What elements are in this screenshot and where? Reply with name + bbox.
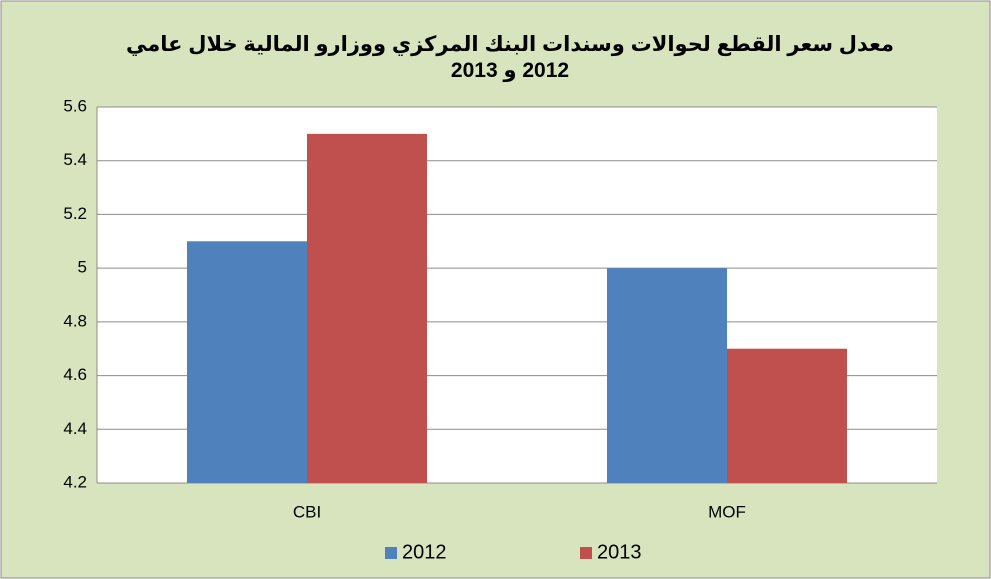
y-tick-label: 4.4 xyxy=(63,419,87,438)
x-tick-label: MOF xyxy=(708,502,746,521)
bar xyxy=(727,348,847,483)
chart-title: معدل سعر القطع لحوالات وسندات البنك المر… xyxy=(125,33,895,82)
bar xyxy=(187,241,307,483)
y-tick-label: 5.4 xyxy=(63,150,87,169)
legend-label: 2012 xyxy=(402,541,447,563)
legend-label: 2013 xyxy=(597,541,642,563)
y-tick-label: 4.2 xyxy=(63,472,87,491)
bar xyxy=(307,133,427,483)
y-tick-label: 4.8 xyxy=(63,311,87,330)
legend-swatch xyxy=(385,547,397,559)
x-tick-label: CBI xyxy=(293,502,321,521)
y-tick-label: 5.2 xyxy=(63,204,87,223)
bar xyxy=(607,268,727,483)
legend-swatch xyxy=(580,547,592,559)
y-tick-label: 4.6 xyxy=(63,365,87,384)
y-tick-label: 5 xyxy=(78,258,87,277)
y-tick-label: 5.6 xyxy=(63,96,87,115)
